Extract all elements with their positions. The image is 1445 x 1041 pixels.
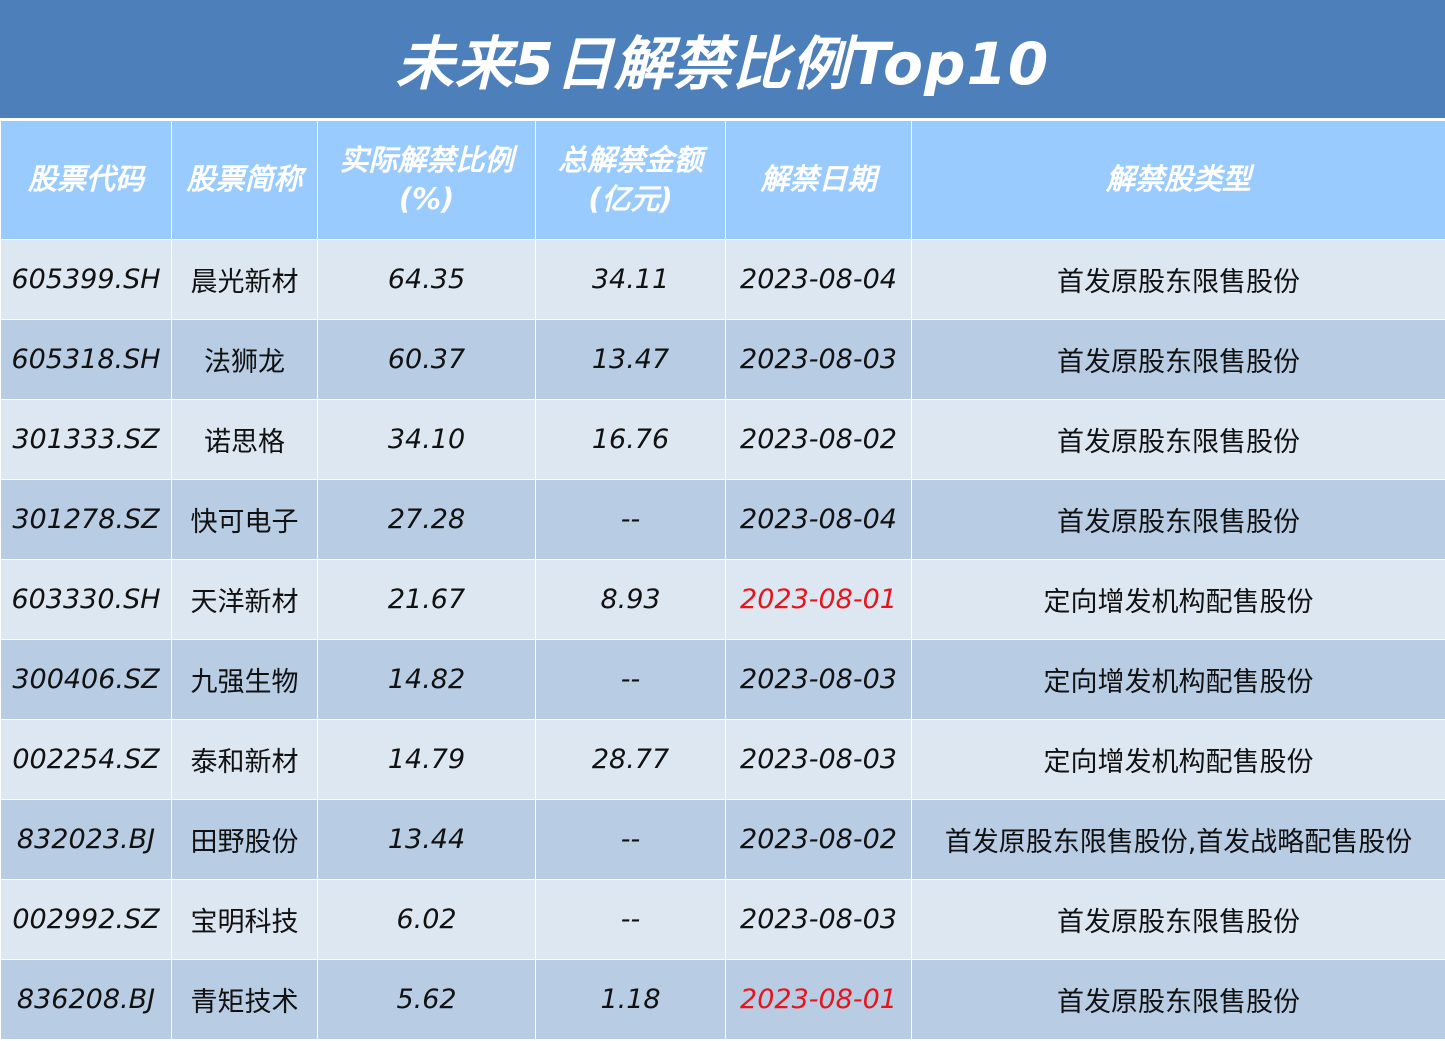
cell-unlock-amount: --	[535, 879, 726, 960]
cell-stock-name: 诺思格	[171, 399, 318, 480]
table-row: 832023.BJ 田野股份 13.44 -- 2023-08-02 首发原股东限售股份,…	[0, 799, 1445, 880]
cell-stock-code: 301278.SZ	[0, 479, 172, 560]
cell-stock-code: 605399.SH	[0, 239, 172, 320]
cell-unlock-ratio: 21.67	[317, 559, 536, 640]
cell-unlock-ratio: 64.35	[317, 239, 536, 320]
cell-unlock-date: 2023-08-03	[725, 319, 912, 400]
cell-unlock-type: 定向增发机构配售股份	[911, 719, 1445, 800]
cell-unlock-date: 2023-08-02	[725, 799, 912, 880]
table-row: 603330.SH 天洋新材 21.67 8.93 2023-08-01 定向增发机构配售…	[0, 559, 1445, 640]
cell-stock-code: 603330.SH	[0, 559, 172, 640]
cell-unlock-type: 首发原股东限售股份	[911, 479, 1445, 560]
cell-stock-name: 泰和新材	[171, 719, 318, 800]
cell-unlock-type: 首发原股东限售股份	[911, 399, 1445, 480]
table-body: 605399.SH 晨光新材 64.35 34.11 2023-08-04 首发原股东限售…	[0, 239, 1445, 1040]
cell-unlock-date: 2023-08-04	[725, 239, 912, 320]
cell-unlock-ratio: 14.82	[317, 639, 536, 720]
header-ratio-unit: (%)	[398, 182, 455, 216]
cell-unlock-date: 2023-08-02	[725, 399, 912, 480]
cell-stock-name: 九强生物	[171, 639, 318, 720]
cell-stock-name: 青矩技术	[171, 959, 318, 1040]
cell-unlock-amount: --	[535, 799, 726, 880]
cell-stock-code: 002992.SZ	[0, 879, 172, 960]
cell-unlock-amount: 28.77	[535, 719, 726, 800]
cell-unlock-date: 2023-08-04	[725, 479, 912, 560]
header-ratio-label: 实际解禁比例	[339, 142, 514, 177]
header-name: 股票简称	[171, 120, 318, 240]
cell-unlock-type: 首发原股东限售股份	[911, 319, 1445, 400]
unlock-table: 股票代码 股票简称 实际解禁比例 (%) 总解禁金额 (亿元) 解禁日期 解禁股…	[0, 120, 1445, 1040]
cell-stock-code: 002254.SZ	[0, 719, 172, 800]
table-row: 300406.SZ 九强生物 14.82 -- 2023-08-03 定向增发机构配售股份	[0, 639, 1445, 720]
cell-unlock-type: 定向增发机构配售股份	[911, 559, 1445, 640]
page-title: 未来5日解禁比例Top10	[0, 0, 1445, 120]
cell-unlock-date: 2023-08-01	[725, 959, 912, 1040]
header-date: 解禁日期	[725, 120, 912, 240]
cell-unlock-ratio: 13.44	[317, 799, 536, 880]
table-row: 605318.SH 法狮龙 60.37 13.47 2023-08-03 首发原股东限售股…	[0, 319, 1445, 400]
table-row: 301278.SZ 快可电子 27.28 -- 2023-08-04 首发原股东限售股份	[0, 479, 1445, 560]
cell-stock-code: 836208.BJ	[0, 959, 172, 1040]
cell-stock-name: 晨光新材	[171, 239, 318, 320]
cell-unlock-ratio: 34.10	[317, 399, 536, 480]
cell-unlock-date: 2023-08-01	[725, 559, 912, 640]
table-row: 301333.SZ 诺思格 34.10 16.76 2023-08-02 首发原股东限售股…	[0, 399, 1445, 480]
cell-unlock-ratio: 5.62	[317, 959, 536, 1040]
header-type: 解禁股类型	[911, 120, 1445, 240]
cell-unlock-ratio: 27.28	[317, 479, 536, 560]
table-row: 836208.BJ 青矩技术 5.62 1.18 2023-08-01 首发原股东限售股份	[0, 959, 1445, 1040]
cell-stock-name: 天洋新材	[171, 559, 318, 640]
cell-unlock-amount: --	[535, 639, 726, 720]
cell-stock-code: 605318.SH	[0, 319, 172, 400]
cell-unlock-type: 首发原股东限售股份	[911, 239, 1445, 320]
cell-unlock-date: 2023-08-03	[725, 879, 912, 960]
cell-stock-code: 832023.BJ	[0, 799, 172, 880]
cell-unlock-date: 2023-08-03	[725, 719, 912, 800]
table-row: 002992.SZ 宝明科技 6.02 -- 2023-08-03 首发原股东限售股份	[0, 879, 1445, 960]
cell-unlock-type: 首发原股东限售股份	[911, 959, 1445, 1040]
cell-unlock-amount: 8.93	[535, 559, 726, 640]
cell-unlock-amount: 34.11	[535, 239, 726, 320]
header-amount-unit: (亿元)	[588, 182, 673, 216]
cell-unlock-amount: 13.47	[535, 319, 726, 400]
cell-unlock-amount: --	[535, 479, 726, 560]
table-header-row: 股票代码 股票简称 实际解禁比例 (%) 总解禁金额 (亿元) 解禁日期 解禁股…	[0, 120, 1445, 240]
cell-unlock-date: 2023-08-03	[725, 639, 912, 720]
cell-stock-code: 301333.SZ	[0, 399, 172, 480]
cell-unlock-type: 定向增发机构配售股份	[911, 639, 1445, 720]
header-amount-label: 总解禁金额	[557, 142, 703, 177]
header-code: 股票代码	[0, 120, 172, 240]
cell-unlock-type: 首发原股东限售股份	[911, 879, 1445, 960]
cell-stock-name: 宝明科技	[171, 879, 318, 960]
header-amount: 总解禁金额 (亿元)	[535, 120, 726, 240]
cell-unlock-ratio: 60.37	[317, 319, 536, 400]
cell-unlock-amount: 1.18	[535, 959, 726, 1040]
cell-unlock-amount: 16.76	[535, 399, 726, 480]
cell-stock-name: 田野股份	[171, 799, 318, 880]
table-row: 605399.SH 晨光新材 64.35 34.11 2023-08-04 首发原股东限售…	[0, 239, 1445, 320]
cell-unlock-type: 首发原股东限售股份,首发战略配售股份	[911, 799, 1445, 880]
table-row: 002254.SZ 泰和新材 14.79 28.77 2023-08-03 定向增发机构配…	[0, 719, 1445, 800]
cell-stock-name: 法狮龙	[171, 319, 318, 400]
header-ratio: 实际解禁比例 (%)	[317, 120, 536, 240]
cell-stock-name: 快可电子	[171, 479, 318, 560]
cell-unlock-ratio: 14.79	[317, 719, 536, 800]
cell-stock-code: 300406.SZ	[0, 639, 172, 720]
cell-unlock-ratio: 6.02	[317, 879, 536, 960]
